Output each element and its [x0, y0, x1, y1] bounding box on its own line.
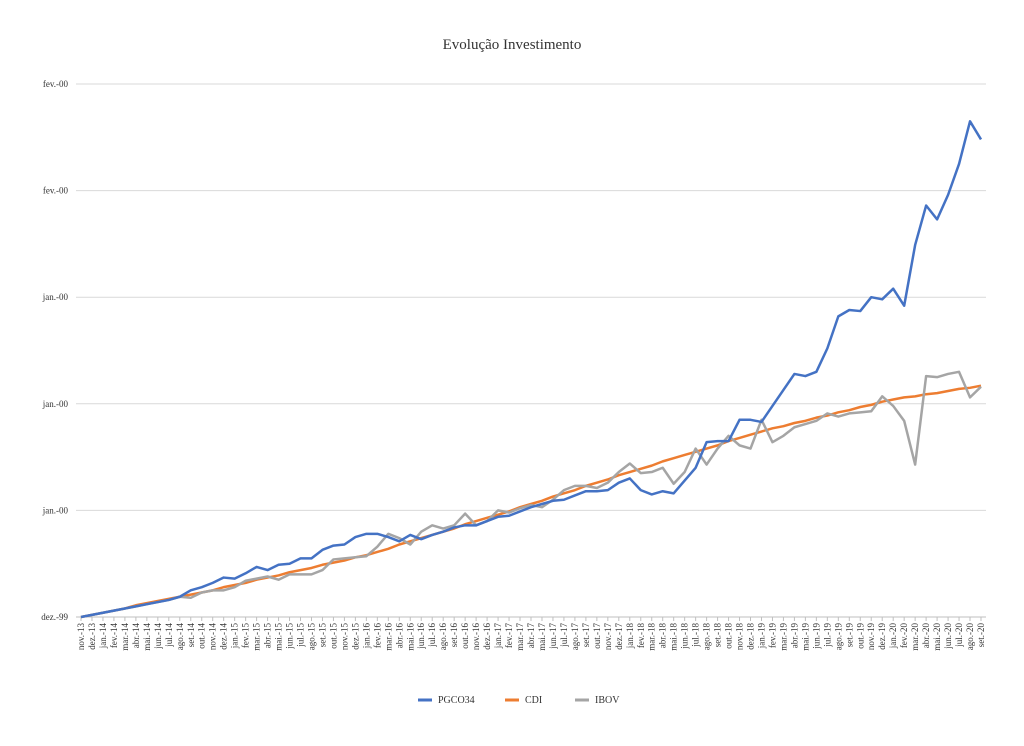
x-tick-label: out.-15 [328, 623, 338, 649]
x-tick-label: mai.-14 [142, 623, 152, 651]
y-tick-label: jan.-00 [42, 399, 69, 409]
x-tick-label: nov.-17 [603, 623, 613, 651]
y-tick-label: fev.-00 [43, 186, 69, 196]
x-tick-label: set.-14 [186, 623, 196, 648]
x-tick-label: abr.-19 [789, 623, 799, 649]
x-tick-label: jan.-19 [756, 623, 766, 650]
x-tick-label: fev.-16 [372, 623, 382, 649]
x-tick-label: jun.-15 [285, 623, 295, 650]
x-tick-label: set.-15 [317, 623, 327, 648]
x-tick-label: out.-16 [460, 623, 470, 649]
x-tick-label: dez.-14 [219, 623, 229, 650]
x-tick-label: ago.-20 [965, 623, 975, 651]
x-tick-label: dez.-13 [87, 623, 97, 650]
x-tick-label: out.-14 [197, 623, 207, 649]
x-tick-label: ago.-15 [306, 623, 316, 651]
x-tick-label: set.-20 [976, 623, 986, 648]
x-tick-label: ago.-16 [438, 623, 448, 651]
x-tick-label: dez.-15 [350, 623, 360, 650]
x-tick-label: out.-19 [855, 623, 865, 649]
x-tick-label: abr.-20 [921, 623, 931, 649]
x-tick-label: set.-19 [844, 623, 854, 648]
x-tick-label: mai.-18 [669, 623, 679, 651]
x-tick-label: mar.-17 [515, 623, 525, 651]
y-tick-label: fev.-00 [43, 79, 69, 89]
x-tick-label: jun.-19 [811, 623, 821, 650]
x-tick-label: jun.-20 [943, 623, 953, 650]
x-tick-label: jul.-16 [427, 623, 437, 648]
x-tick-label: set.-17 [581, 623, 591, 648]
x-tick-label: abr.-14 [131, 623, 141, 649]
x-tick-label: dez.-19 [877, 623, 887, 650]
x-tick-label: dez.-16 [482, 623, 492, 650]
x-tick-label: abr.-17 [526, 623, 536, 649]
legend-label: PGCO34 [438, 695, 475, 706]
x-tick-label: nov.-14 [208, 623, 218, 651]
x-tick-label: jul.-19 [822, 623, 832, 648]
y-tick-label: jan.-00 [42, 292, 69, 302]
x-tick-label: jan.-20 [888, 623, 898, 650]
series-line [80, 370, 982, 619]
x-tick-label: mai.-15 [274, 623, 284, 651]
x-tick-label: jun.-17 [548, 623, 558, 650]
x-tick-label: abr.-16 [394, 623, 404, 649]
x-tick-label: jul.-14 [164, 623, 174, 648]
x-tick-label: abr.-15 [263, 623, 273, 649]
x-tick-label: mar.-15 [252, 623, 262, 651]
x-tick-label: fev.-17 [504, 623, 514, 649]
x-tick-label: jul.-20 [954, 623, 964, 648]
x-tick-label: jul.-15 [296, 623, 306, 648]
x-tick-label: jul.-18 [691, 623, 701, 648]
x-tick-label: jan.-15 [230, 623, 240, 650]
x-tick-label: nov.-13 [76, 623, 86, 651]
x-tick-label: ago.-14 [175, 623, 185, 651]
x-tick-label: abr.-18 [658, 623, 668, 649]
x-tick-label: out.-18 [724, 623, 734, 649]
x-tick-label: jan.-16 [361, 623, 371, 650]
chart-title: Evolução Investimento [443, 37, 582, 53]
x-tick-label: set.-16 [449, 623, 459, 648]
x-tick-label: nov.-16 [471, 623, 481, 651]
x-tick-label: mar.-19 [778, 623, 788, 651]
x-tick-label: fev.-19 [767, 623, 777, 649]
x-tick-label: jan.-17 [493, 623, 503, 650]
series-line [80, 120, 983, 619]
x-tick-label: ago.-17 [570, 623, 580, 651]
x-tick-label: out.-17 [592, 623, 602, 649]
x-tick-label: mai.-16 [405, 623, 415, 651]
x-tick-label: jan.-18 [625, 623, 635, 650]
x-tick-label: nov.-19 [866, 623, 876, 651]
y-tick-label: jan.-00 [42, 505, 69, 515]
x-tick-label: mar.-20 [910, 623, 920, 651]
x-tick-label: nov.-18 [735, 623, 745, 651]
x-tick-label: jun.-18 [680, 623, 690, 650]
x-tick-label: jun.-14 [153, 623, 163, 650]
x-tick-label: fev.-20 [899, 623, 909, 649]
x-tick-label: dez.-18 [746, 623, 756, 650]
x-tick-label: mai.-20 [932, 623, 942, 651]
x-tick-label: mar.-14 [120, 623, 130, 651]
legend-label: IBOV [595, 695, 620, 706]
x-tick-label: ago.-19 [833, 623, 843, 651]
x-tick-label: jul.-17 [559, 623, 569, 648]
x-tick-label: mar.-18 [647, 623, 657, 651]
legend-label: CDI [525, 695, 542, 706]
x-tick-label: nov.-15 [339, 623, 349, 651]
x-tick-label: dez.-17 [614, 623, 624, 650]
x-tick-label: fev.-14 [109, 623, 119, 649]
x-tick-label: set.-18 [713, 623, 723, 648]
x-tick-label: jan.-14 [98, 623, 108, 650]
x-tick-label: fev.-15 [241, 623, 251, 649]
x-tick-label: ago.-18 [702, 623, 712, 651]
x-tick-label: jun.-16 [416, 623, 426, 650]
x-tick-label: mai.-19 [800, 623, 810, 651]
x-tick-label: fev.-18 [636, 623, 646, 649]
y-tick-label: dez.-99 [41, 612, 68, 622]
x-tick-label: mar.-16 [383, 623, 393, 651]
x-tick-label: mai.-17 [537, 623, 547, 651]
